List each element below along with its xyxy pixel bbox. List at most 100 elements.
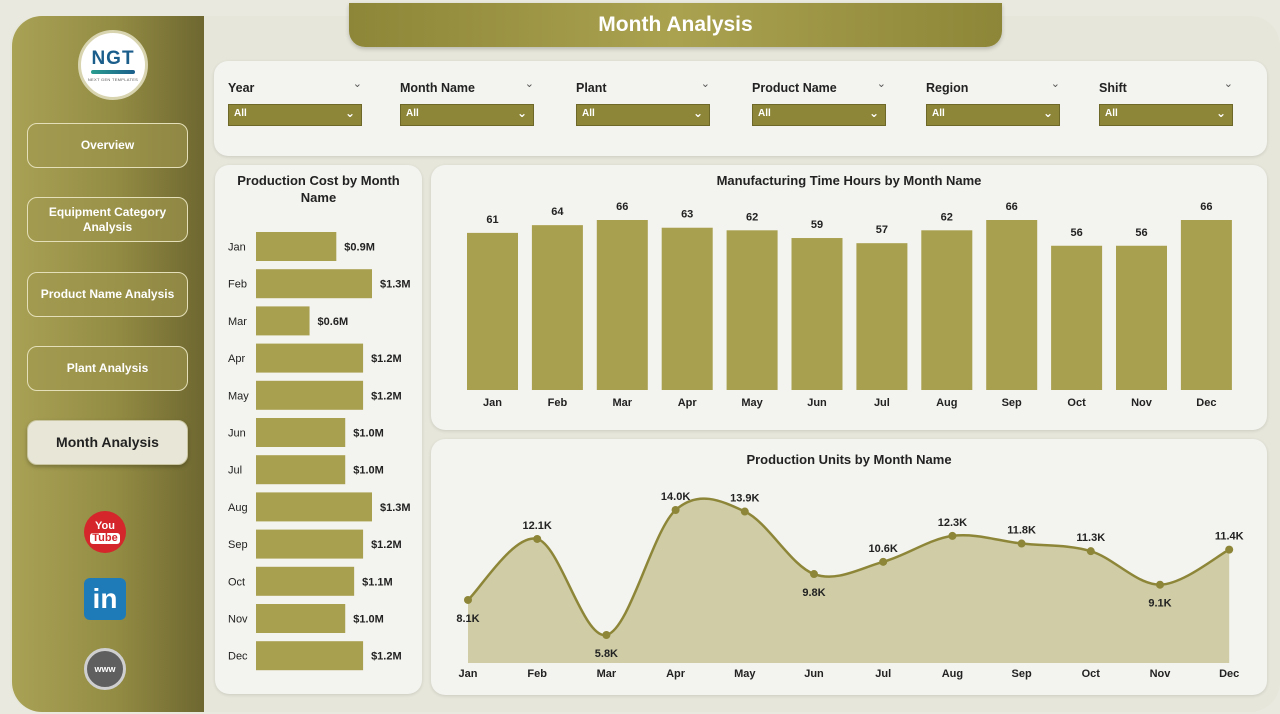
chevron-down-icon: ⌄ [868, 106, 879, 120]
mfg-bar[interactable] [531, 225, 583, 390]
cost-bar[interactable] [256, 306, 310, 336]
nav-equipment-category-analysis-button[interactable]: Equipment Category Analysis [27, 197, 188, 242]
chevron-down-icon[interactable]: ⌄ [1223, 78, 1233, 90]
mfg-month-label: Dec [1196, 397, 1216, 409]
mfg-bar[interactable] [921, 230, 973, 390]
mfg-month-label: Jul [874, 397, 890, 409]
website-globe-icon[interactable]: www [84, 648, 126, 690]
filter-product-name-select[interactable]: All ⌄ [752, 104, 886, 126]
mfg-bar[interactable] [596, 220, 648, 390]
filter-year-select[interactable]: All ⌄ [228, 104, 362, 126]
linkedin-icon[interactable]: in [84, 578, 126, 620]
cost-data-label: $1.3M [380, 279, 411, 291]
chevron-down-icon: ⌄ [516, 106, 527, 120]
chevron-down-icon[interactable]: ⌄ [352, 78, 362, 90]
mfg-month-label: Jan [483, 397, 502, 409]
filters-panel: Year ⌄ All ⌄ Month Name ⌄ All ⌄ Plant ⌄ Al… [214, 61, 1267, 156]
units-point[interactable] [533, 534, 542, 543]
units-data-label: 11.8K [1007, 525, 1036, 537]
units-month-label: Jan [459, 668, 478, 680]
filter-region-select[interactable]: All ⌄ [926, 104, 1060, 126]
units-point[interactable] [1156, 580, 1164, 589]
units-point[interactable] [948, 531, 957, 540]
cost-month-label: Apr [228, 353, 245, 365]
filter-plant: Plant ⌄ All ⌄ [576, 78, 710, 126]
nav-plant-analysis-button[interactable]: Plant Analysis [27, 346, 188, 391]
production-units-chart: 8.1K Jan 12.1K Feb 5.8K Mar 14.0K Apr 13.9K May 9.… [456, 491, 1244, 680]
units-point[interactable] [879, 557, 888, 566]
mfg-bar[interactable] [1180, 220, 1232, 390]
production-units-chart-title: Production Units by Month Name [746, 452, 952, 467]
filter-month-name-select[interactable]: All ⌄ [400, 104, 534, 126]
filter-plant-select[interactable]: All ⌄ [576, 104, 710, 126]
filter-region-label: Region [926, 81, 969, 95]
units-point[interactable] [671, 506, 680, 514]
mfg-data-label: 56 [1070, 227, 1082, 239]
mfg-bar[interactable] [791, 238, 843, 390]
units-data-label: 12.1K [523, 520, 552, 532]
units-point[interactable] [1225, 545, 1234, 554]
mfg-bar[interactable] [467, 232, 518, 390]
mfg-bar[interactable] [1116, 245, 1167, 390]
cost-month-label: Dec [228, 651, 248, 663]
mfg-bar[interactable] [661, 227, 713, 390]
chevron-down-icon[interactable]: ⌄ [876, 78, 886, 90]
nav-overview-button[interactable]: Overview [27, 123, 188, 168]
cost-month-label: May [228, 390, 249, 402]
units-point[interactable] [602, 631, 611, 639]
units-data-label: 9.1K [1148, 598, 1171, 610]
chevron-down-icon[interactable]: ⌄ [700, 78, 710, 90]
mfg-bar[interactable] [726, 230, 778, 390]
cost-bar[interactable] [256, 492, 372, 522]
mfg-bar[interactable] [1051, 245, 1103, 390]
filter-shift-label: Shift [1099, 81, 1127, 95]
cost-bar[interactable] [256, 604, 346, 633]
units-month-label: Jun [804, 668, 824, 680]
production-cost-chart: Jan $0.9M Feb $1.3M Mar $0.6M Apr $1.2M May $1.2M… [228, 232, 411, 671]
cost-bar[interactable] [256, 566, 355, 596]
mfg-bar[interactable] [856, 243, 908, 390]
units-point[interactable] [1086, 547, 1095, 556]
chevron-down-icon[interactable]: ⌄ [1050, 78, 1060, 90]
mfg-bar[interactable] [986, 220, 1038, 390]
production-cost-chart-card: Production Cost by Month Name Jan $0.9M Fe… [215, 165, 422, 694]
units-month-label: Apr [666, 668, 686, 680]
filter-shift-select[interactable]: All ⌄ [1099, 104, 1233, 126]
cost-bar[interactable] [256, 418, 346, 447]
mfg-month-label: May [741, 397, 763, 409]
units-month-label: Dec [1219, 668, 1239, 680]
ngt-logo[interactable]: NGT NEXT GEN TEMPLATES [78, 30, 148, 100]
manufacturing-time-chart: 61 Jan 64 Feb 66 Mar 63 Apr 62 May 59 Jun 57 Jul 62 Aug… [467, 201, 1232, 409]
cost-bar[interactable] [256, 232, 337, 261]
cost-bar[interactable] [256, 380, 364, 410]
units-data-label: 11.4K [1215, 531, 1244, 543]
mfg-month-label: Sep [1002, 397, 1022, 409]
cost-data-label: $1.0M [353, 428, 384, 440]
units-point[interactable] [1017, 539, 1026, 548]
cost-data-label: $1.2M [371, 390, 402, 402]
cost-month-label: Jun [228, 428, 246, 440]
cost-month-label: Oct [228, 576, 245, 588]
cost-bar[interactable] [256, 529, 364, 559]
logo-subtext: NEXT GEN TEMPLATES [87, 76, 139, 82]
youtube-icon[interactable]: You Tube [84, 511, 126, 553]
units-point[interactable] [810, 570, 818, 579]
cost-month-label: Jan [228, 242, 246, 254]
cost-bar[interactable] [256, 455, 346, 485]
chevron-down-icon[interactable]: ⌄ [524, 78, 534, 90]
filter-year-value: All [234, 108, 247, 119]
nav-month-analysis-button[interactable]: Month Analysis [27, 420, 188, 465]
manufacturing-time-chart-title: Manufacturing Time Hours by Month Name [716, 173, 982, 188]
units-month-label: Oct [1082, 668, 1101, 680]
mfg-month-label: Oct [1067, 397, 1086, 409]
units-month-label: Nov [1150, 668, 1172, 680]
cost-bar[interactable] [256, 641, 364, 671]
nav-product-name-analysis-button[interactable]: Product Name Analysis [27, 272, 188, 317]
units-point[interactable] [464, 595, 472, 604]
units-data-label: 11.3K [1076, 532, 1105, 544]
units-point[interactable] [740, 507, 749, 516]
filter-region-value: All [932, 108, 945, 119]
cost-bar[interactable] [256, 343, 364, 373]
units-month-label: Sep [1012, 668, 1032, 680]
cost-bar[interactable] [256, 269, 372, 299]
